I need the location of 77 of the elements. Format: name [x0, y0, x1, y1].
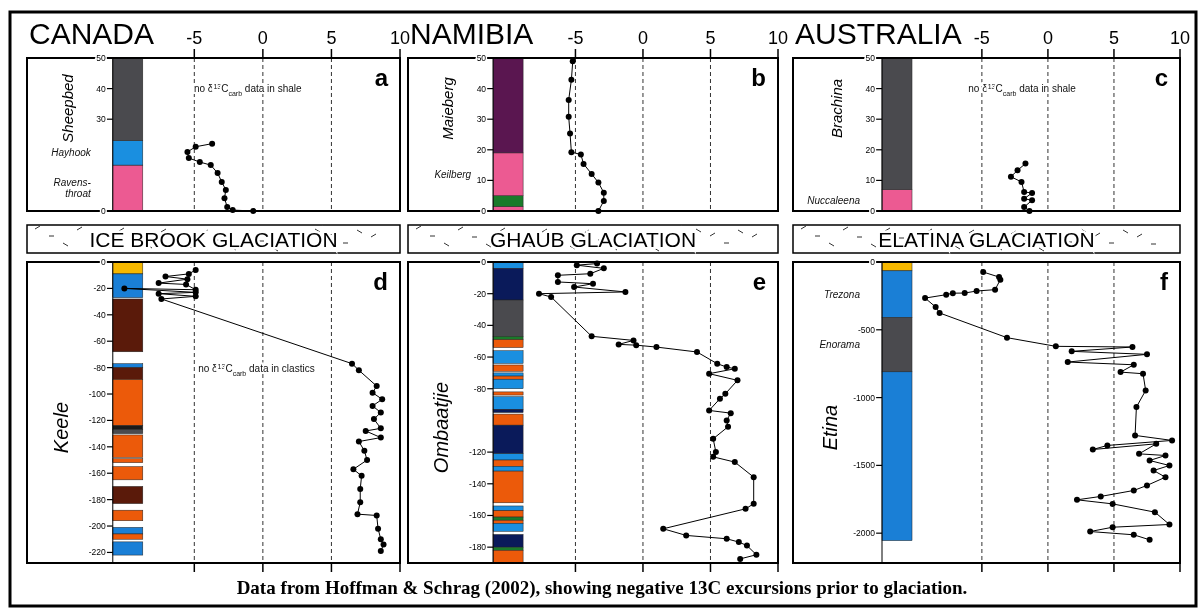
y-tick-label: -120 [469, 447, 487, 458]
x-tick-label: 0 [1042, 28, 1053, 48]
annotation: e [752, 268, 766, 295]
y-tick-label: 0 [870, 206, 876, 216]
y-axis-title: Ombaatjie [430, 381, 453, 474]
band-label: Hayhook [51, 147, 92, 159]
x-tick-label: -5 [567, 28, 584, 48]
band-label: Trezona [824, 288, 861, 300]
annotation: no δ$^{13}$C$_{carb}$ data in shale [968, 82, 1077, 97]
band-label: Nuccaleena [807, 194, 861, 206]
y-tick-label: 0 [481, 206, 487, 216]
y-tick-label: -140 [88, 441, 107, 452]
y-tick-label: -80 [473, 383, 487, 394]
y-tick-label: 0 [101, 257, 107, 267]
y-tick-label: -40 [473, 320, 487, 331]
y-axis-title: Sheepbed [58, 73, 76, 143]
y-tick-label: -160 [469, 510, 487, 521]
y-tick-label: -20 [473, 288, 487, 299]
y-tick-label: -180 [469, 542, 487, 553]
y-axis-title: Maieberg [439, 76, 457, 140]
y-tick-label: 40 [476, 83, 487, 94]
y-tick-label: 30 [96, 114, 107, 125]
annotation: c [1154, 64, 1168, 91]
band-label: Enorama [819, 339, 861, 351]
y-tick-label: -1500 [853, 460, 876, 471]
x-tick-label: 5 [1108, 28, 1119, 48]
y-tick-label: 0 [101, 206, 107, 216]
y-tick-label: 20 [476, 144, 487, 155]
x-tick-label: 10 [1169, 28, 1191, 48]
y-tick-label: -80 [93, 362, 107, 373]
y-tick-label: 40 [96, 83, 107, 94]
y-tick-label: 0 [481, 257, 487, 267]
y-tick-label: -500 [857, 324, 876, 335]
band-label: Keilberg [434, 168, 472, 180]
y-tick-label: 0 [870, 257, 876, 267]
y-tick-label: -160 [88, 468, 107, 479]
x-tick-label: 5 [705, 28, 716, 48]
y-axis-title: Etina [819, 404, 842, 451]
band-label: Ravens- throat [53, 177, 92, 200]
y-tick-label: -140 [469, 478, 487, 489]
annotation: d [373, 268, 388, 295]
y-tick-label: 40 [865, 83, 876, 94]
y-tick-label: -1000 [853, 392, 876, 403]
y-tick-label: 10 [476, 175, 487, 186]
annotation: a [374, 64, 389, 91]
y-tick-label: -180 [88, 494, 107, 505]
y-tick-label: -120 [88, 415, 107, 426]
x-tick-label: -5 [973, 28, 990, 48]
y-tick-label: -60 [93, 336, 107, 347]
chart-title: ICE BROOK GLACIATION [89, 228, 338, 251]
x-tick-label: 5 [326, 28, 337, 48]
y-tick-label: -20 [93, 283, 107, 294]
text: Data from Hoffman & Schrag (2002), showing negative 13C excursions prior to glaciation. [236, 577, 968, 599]
x-tick-label: 0 [637, 28, 648, 48]
y-tick-label: -40 [93, 309, 107, 320]
y-tick-label: 20 [865, 144, 876, 155]
y-tick-label: -220 [88, 547, 107, 558]
chart-title: NAMIBIA [410, 17, 534, 50]
x-tick-label: -5 [186, 28, 203, 48]
y-axis-title: Brachina [828, 78, 846, 139]
y-tick-label: -2000 [853, 528, 876, 539]
chart-title: ELATINA GLACIATION [878, 228, 1095, 251]
y-tick-label: -100 [88, 389, 107, 400]
x-tick-label: 10 [389, 28, 411, 48]
x-tick-label: 0 [257, 28, 268, 48]
y-tick-label: 30 [476, 114, 487, 125]
chart-title: GHAUB GLACIATION [489, 228, 697, 251]
annotation: b [751, 64, 766, 91]
y-tick-label: -60 [473, 352, 487, 363]
y-tick-label: 30 [865, 114, 876, 125]
y-tick-label: -200 [88, 521, 107, 532]
y-tick-label: 10 [865, 175, 876, 186]
annotation: f [1160, 268, 1169, 295]
chart-title: AUSTRALIA [795, 17, 962, 50]
chart-title: CANADA [29, 17, 155, 50]
x-tick-label: 10 [767, 28, 789, 48]
y-axis-title: Keele [49, 401, 72, 454]
